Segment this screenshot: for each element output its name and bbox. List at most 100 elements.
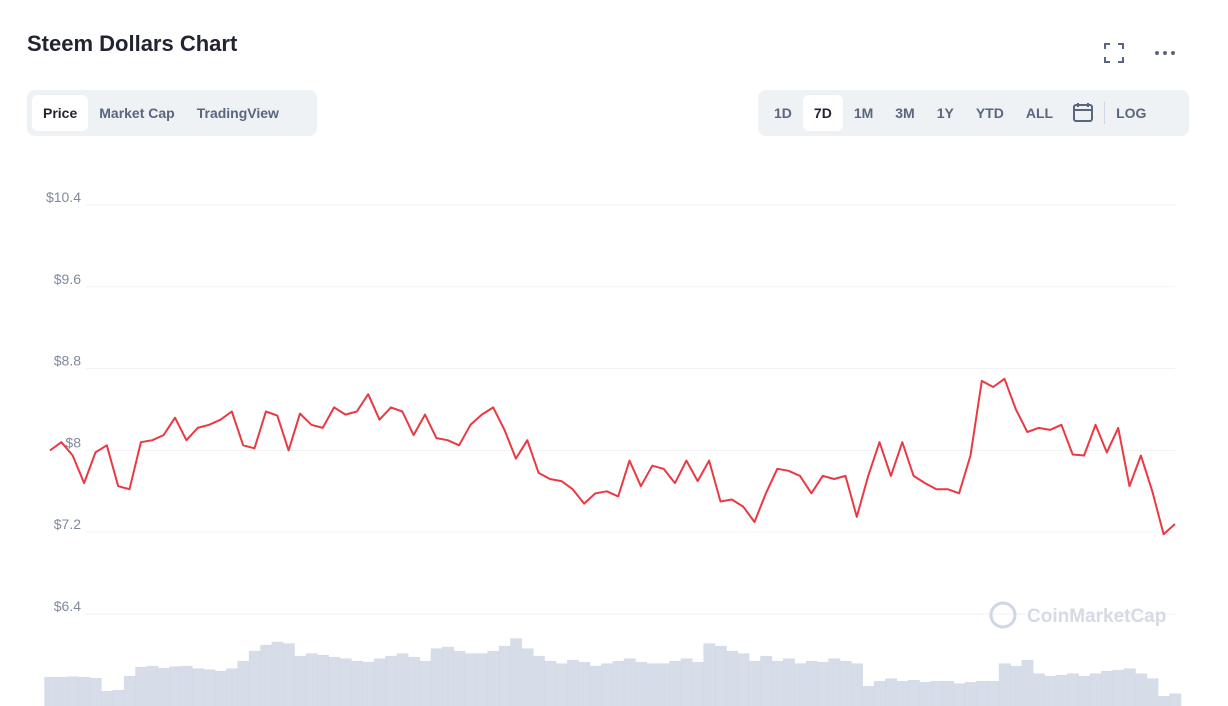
tab-group: Price Market Cap TradingView (27, 90, 317, 136)
range-button[interactable]: 7D (802, 95, 843, 131)
volume-bar (521, 648, 534, 706)
volume-bar (1157, 695, 1170, 706)
volume-bar (89, 677, 102, 706)
volume-bar (157, 667, 170, 706)
volume-bar (351, 660, 363, 706)
range-button[interactable]: 1M (853, 105, 874, 121)
volume-bar (101, 690, 113, 706)
volume-bar (987, 680, 1000, 706)
volume-bar (782, 658, 795, 706)
volume-bar (1067, 673, 1079, 706)
volume-bar (976, 680, 988, 706)
volume-bar (623, 658, 636, 706)
volume-bar (646, 663, 659, 706)
volume-bar (680, 658, 693, 706)
volume-bar (703, 643, 716, 706)
volume-bar (669, 660, 682, 706)
volume-bar (237, 660, 250, 706)
volume-bar (55, 676, 68, 706)
fullscreen-icon[interactable] (1103, 42, 1125, 64)
volume-bar (146, 665, 159, 706)
volume-bar (362, 661, 375, 706)
volume-bar (430, 648, 443, 706)
range-button[interactable]: 1Y (936, 105, 954, 121)
range-button[interactable]: 1D (774, 105, 792, 121)
volume-bar (532, 655, 545, 706)
volume-bar (294, 655, 307, 706)
volume-bar (748, 660, 761, 706)
volume-bar (828, 658, 841, 706)
volume-bar (407, 656, 420, 706)
volume-bar (317, 654, 329, 706)
range-button[interactable]: ALL (1025, 105, 1054, 121)
volume-bar (873, 680, 886, 706)
range-group: 1D 7D 1M 3M 1Y YTD ALL LOG (758, 90, 1189, 136)
volume-bar (555, 663, 568, 706)
volume-bar (453, 650, 466, 706)
plot: $6.4 $7.2 $8 $8.8 $9.6 $10.4 (44, 189, 1182, 706)
volume-bar (248, 650, 261, 706)
volume-bar (1078, 675, 1091, 706)
volume-bar (328, 656, 341, 706)
volume-bar (760, 655, 773, 706)
volume-bar (373, 658, 386, 706)
volume-bar (1021, 659, 1034, 706)
y-tick-label: $9.6 (54, 271, 81, 287)
volume-bar (419, 660, 432, 706)
calendar-icon[interactable] (1064, 102, 1104, 124)
tab[interactable]: Price (32, 95, 89, 131)
volume-bar (907, 679, 920, 706)
volume-bar (851, 663, 863, 706)
volume-bar (1055, 674, 1068, 706)
volume-bar (44, 676, 57, 706)
volume-bar (385, 655, 398, 706)
range-button[interactable]: 3M (895, 105, 915, 121)
volume-bar (1169, 693, 1182, 706)
volume-bar (271, 641, 284, 706)
volume-bar (192, 668, 204, 706)
volume-bar (498, 645, 511, 706)
volume-bar (1135, 673, 1148, 706)
volume-bar (78, 676, 91, 706)
watermark: CoinMarketCap (989, 601, 1166, 629)
volume-bar (726, 650, 738, 706)
volume-bar (964, 681, 977, 706)
tab[interactable]: Market Cap (99, 105, 175, 121)
volume-bar (771, 660, 784, 706)
volume-bar (657, 663, 670, 706)
tab[interactable]: TradingView (196, 105, 279, 121)
volume-bar (612, 660, 625, 706)
volume-bar (396, 653, 409, 706)
watermark-text: CoinMarketCap (1027, 606, 1166, 627)
log-button[interactable]: LOG (1116, 105, 1147, 121)
chart-title: Steem Dollars Chart (27, 31, 238, 56)
volume-bar (919, 681, 932, 706)
price-line (49, 377, 1176, 536)
more-icon[interactable] (1153, 42, 1177, 64)
volume-bar (67, 676, 79, 706)
volume-bar (692, 661, 704, 706)
volume-bar (953, 683, 966, 706)
volume-bar (1044, 675, 1057, 706)
volume-bar (737, 653, 750, 706)
volume-bar (567, 659, 579, 706)
volume-bar (123, 675, 136, 706)
volume-bar (135, 666, 148, 706)
range-button[interactable]: YTD (975, 105, 1004, 121)
volume-bar (805, 660, 818, 706)
volume-bar (601, 663, 613, 706)
y-tick-label: $10.4 (46, 189, 81, 205)
volume-bar (635, 661, 648, 706)
volume-bar (1112, 669, 1125, 706)
volume-bar (1101, 670, 1113, 706)
y-tick-label: $7.2 (54, 516, 81, 532)
volume-bar (305, 653, 318, 706)
volume-bar (510, 638, 523, 706)
volume-bar (1123, 668, 1136, 706)
volume-bar (260, 644, 273, 706)
y-tick-label: $6.4 (54, 598, 81, 614)
volume-bar (339, 658, 352, 706)
volume-bar (998, 663, 1011, 706)
